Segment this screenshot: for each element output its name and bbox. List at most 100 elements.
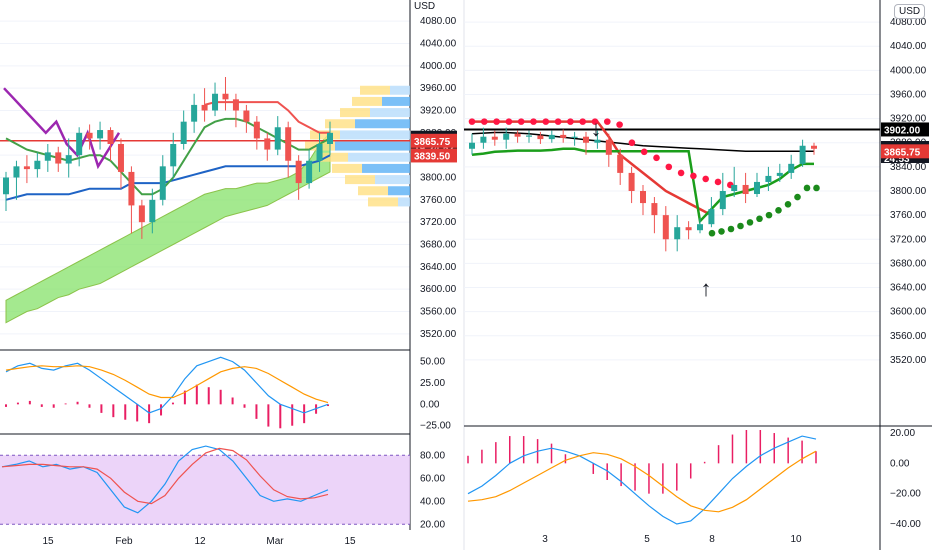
volume-profile-bar (325, 119, 355, 129)
candle-body (180, 121, 187, 144)
volume-profile-bar (345, 175, 375, 185)
y-tick-label: 40.00 (420, 496, 445, 507)
psar-dot (708, 229, 716, 237)
candle-body (76, 132, 83, 156)
candle-body (788, 163, 795, 173)
candle-body (55, 152, 62, 164)
psar-dot (567, 118, 574, 125)
y-tick-label: 4080.00 (890, 17, 927, 28)
y-tick-label: 60.00 (420, 473, 445, 484)
volume-profile-bar (340, 108, 370, 118)
y-tick-label: 4040.00 (420, 39, 457, 50)
y-tick-label: 3600.00 (890, 307, 927, 318)
candle-body (674, 227, 681, 240)
candle-body (243, 110, 250, 122)
y-tick-label: 3600.00 (420, 284, 457, 295)
y-tick-label: 50.00 (420, 357, 445, 368)
candle-body (327, 132, 333, 144)
x-tick-label: 3 (542, 534, 548, 545)
currency-badge-right[interactable]: USD (894, 4, 926, 19)
psar-dot (665, 163, 673, 171)
y-tick-label: 3680.00 (420, 240, 457, 251)
volume-profile-bar (340, 130, 410, 140)
candle-body (264, 138, 271, 150)
x-tick-label: 5 (644, 534, 650, 545)
candle-body (128, 171, 135, 206)
candle-body (44, 152, 51, 161)
volume-profile-bar (398, 197, 410, 207)
candle-body (583, 136, 589, 143)
psar-dot (481, 118, 488, 125)
y-tick-label: 3520.00 (890, 355, 927, 366)
candle-body (526, 135, 532, 137)
candle-body (191, 104, 198, 122)
y-tick-label: 4000.00 (890, 65, 927, 76)
candle-body (685, 227, 692, 231)
psar-dot (677, 169, 685, 177)
candle-body (253, 121, 260, 139)
candle-body (731, 184, 738, 191)
y-tick-label: 3800.00 (420, 173, 457, 184)
y-tick-label: 0.00 (420, 399, 440, 410)
candle-body (232, 99, 239, 111)
volume-profile-bar (352, 96, 382, 106)
candle-body (503, 133, 510, 140)
stoch-d-line (1, 447, 329, 505)
psar-dot (653, 154, 660, 162)
lagging-span (3, 87, 121, 170)
candle-body (159, 166, 166, 200)
candle-body (799, 145, 806, 164)
volume-profile-bar (390, 85, 410, 95)
y-tick-label: 3720.00 (420, 217, 457, 228)
candle-body (548, 134, 555, 140)
psar-dot (616, 121, 623, 128)
psar-dot (554, 118, 562, 125)
psar-dot (505, 118, 513, 125)
psar-dot (803, 184, 811, 192)
psar-dot (591, 118, 599, 125)
candle-body (754, 181, 760, 195)
candle-body (316, 144, 323, 161)
x-tick-label: 10 (790, 534, 802, 545)
candle-body (107, 130, 114, 144)
volume-profile-bar (382, 96, 410, 106)
psar-dot (765, 211, 773, 219)
resistance-line (204, 101, 330, 134)
psar-dot (628, 139, 636, 147)
candle-body (285, 127, 292, 161)
psar-dot (775, 207, 782, 214)
candle-body (628, 172, 635, 191)
psar-dot (718, 228, 725, 235)
y-tick-label: 4000.00 (420, 61, 457, 72)
candle-body (480, 136, 487, 143)
volume-profile-bar (360, 85, 390, 95)
y-tick-label: 3920.00 (890, 114, 927, 125)
candle-body (594, 139, 601, 143)
price-tag-label: 3865.75 (414, 137, 451, 148)
y-tick-label: 80.00 (420, 450, 445, 461)
price-tag-label: 3902.00 (884, 125, 921, 136)
price-tag (881, 122, 929, 137)
x-tick-label: Feb (115, 536, 133, 547)
x-tick-label: Mar (266, 536, 284, 547)
candle-body (13, 166, 20, 178)
candle-body (514, 133, 521, 137)
psar-dot (702, 175, 709, 183)
candle-body (212, 93, 219, 111)
psar-dot (468, 118, 476, 125)
candle-body (811, 145, 817, 149)
candle-body (605, 139, 612, 155)
candle-body (662, 215, 669, 240)
countdown-label: 24:53 (884, 154, 910, 165)
candle-body (222, 93, 229, 100)
ichimoku-cloud (5, 131, 331, 324)
psar-dot (542, 118, 550, 125)
volume-profile-bar (362, 163, 410, 173)
stoch-k-line (1, 445, 329, 514)
psar-dot (530, 118, 537, 125)
candle-body (776, 172, 783, 176)
volume-profile-bar (388, 186, 410, 196)
price-tag (881, 144, 929, 159)
price-tag-label: 3865.75 (884, 147, 921, 158)
y-tick-label: −40.00 (890, 519, 921, 530)
